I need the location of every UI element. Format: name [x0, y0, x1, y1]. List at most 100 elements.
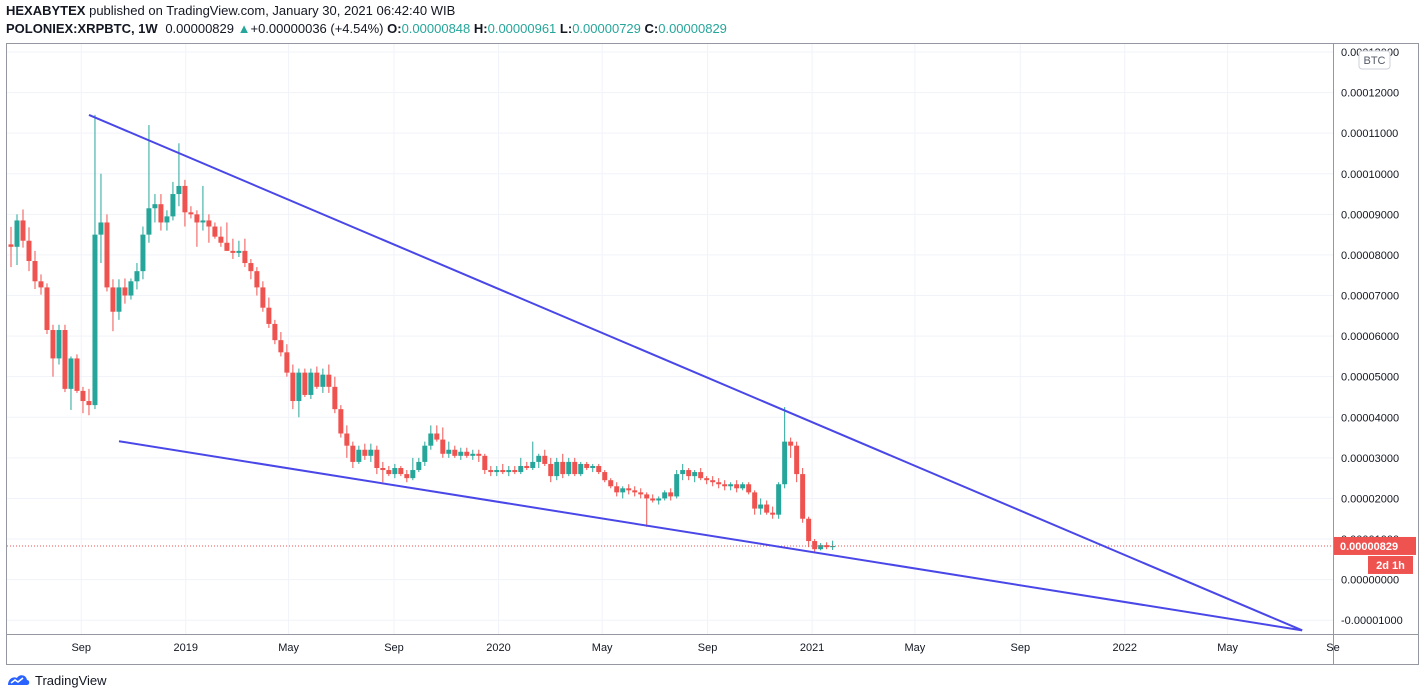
candle — [368, 443, 374, 462]
symbol-legend: POLONIEX:XRPBTC, 1W 0.00000829 ▲+0.00000… — [6, 21, 727, 37]
candle-body — [554, 461, 560, 477]
candle — [188, 206, 194, 219]
candle — [164, 210, 170, 231]
candle-body — [410, 470, 416, 479]
candle-body — [626, 488, 632, 491]
candle — [578, 461, 584, 477]
candle — [290, 364, 296, 410]
open-label: O: — [387, 21, 402, 36]
candle-body — [380, 468, 386, 471]
candle — [248, 258, 254, 280]
candle — [374, 445, 380, 475]
candle-body — [104, 222, 110, 288]
candle — [536, 453, 542, 469]
candle-body — [80, 390, 86, 402]
candle-body — [284, 352, 290, 373]
candle-body — [392, 468, 398, 475]
candle-body — [242, 250, 248, 264]
candle-body — [422, 445, 428, 462]
candle-body — [50, 330, 56, 359]
candle-body — [92, 234, 98, 406]
candle-body — [728, 484, 734, 487]
candle-body — [290, 372, 296, 402]
price-chart[interactable]: 0.000130000.000120000.000110000.00010000… — [7, 44, 1418, 664]
candle-body — [146, 208, 152, 235]
candle-body — [722, 484, 728, 487]
candle — [608, 478, 614, 489]
candle — [344, 425, 350, 458]
candle — [134, 263, 140, 290]
candle-body — [560, 461, 566, 475]
currency-label: BTC — [1364, 55, 1386, 67]
candle-body — [224, 242, 230, 251]
candle — [818, 543, 824, 551]
high-value: 0.00000961 — [487, 21, 557, 36]
candle — [470, 449, 476, 460]
candle — [140, 226, 146, 280]
candle-body — [404, 474, 410, 479]
candle — [206, 214, 212, 243]
candle-body — [758, 504, 764, 509]
candle-body — [794, 445, 800, 475]
candle-body — [326, 374, 332, 387]
candle — [674, 470, 680, 499]
candle — [584, 461, 590, 471]
candle-body — [572, 461, 578, 475]
price-tick-label: 0.00009000 — [1341, 209, 1399, 221]
candle-body — [698, 472, 704, 479]
candle-body — [122, 287, 128, 296]
candle-body — [506, 470, 512, 473]
candle-body — [356, 449, 362, 462]
candle-body — [116, 287, 122, 312]
candle-body — [608, 480, 614, 487]
candle-body — [344, 433, 350, 446]
candle-body — [314, 372, 320, 387]
candle — [770, 506, 776, 519]
last-price: 0.00000829 — [165, 21, 234, 36]
change-up-icon: ▲ — [237, 21, 251, 36]
candle-body — [590, 465, 596, 469]
candle — [524, 461, 530, 471]
candle — [56, 324, 62, 365]
candle-body — [182, 185, 188, 213]
price-tick-label: 0.00003000 — [1341, 453, 1399, 465]
footer-brand: TradingView — [35, 672, 107, 688]
candle-body — [428, 433, 434, 446]
price-tick-label: 0.00007000 — [1341, 291, 1399, 303]
candle-body — [128, 281, 134, 296]
candle — [230, 238, 236, 259]
candle — [182, 179, 188, 227]
candle-body — [230, 250, 236, 253]
candle — [26, 227, 32, 272]
candle — [686, 468, 692, 481]
candle — [122, 278, 128, 304]
candle — [236, 240, 242, 257]
candle-body — [710, 480, 716, 483]
candle — [92, 114, 98, 410]
candle-body — [800, 474, 806, 519]
candle — [800, 468, 806, 523]
candle — [692, 470, 698, 483]
candle — [632, 486, 638, 497]
candle-body — [674, 474, 680, 497]
candle — [494, 465, 500, 477]
candle — [152, 194, 158, 223]
candle — [644, 492, 650, 527]
candle-body — [302, 372, 308, 395]
candle-body — [260, 287, 266, 308]
candle — [488, 465, 494, 477]
candle-body — [62, 330, 68, 389]
candle — [542, 449, 548, 466]
candle — [422, 441, 428, 466]
candle-body — [488, 470, 494, 473]
candle-body — [638, 492, 644, 495]
trendlines — [88, 113, 1303, 632]
time-tick-label: Sep — [71, 642, 91, 654]
candle-body — [782, 441, 788, 485]
candle-body — [20, 220, 26, 241]
candle-body — [764, 504, 770, 513]
candle-body — [368, 449, 374, 456]
price-change: +0.00000036 (+4.54%) — [250, 21, 384, 36]
candle-body — [536, 455, 542, 462]
candle — [722, 480, 728, 491]
